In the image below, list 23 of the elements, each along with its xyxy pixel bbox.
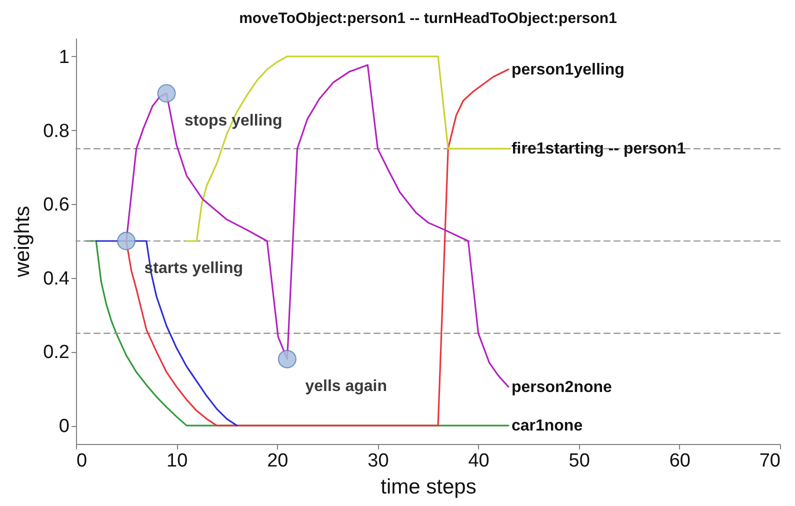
x-tick-label: 70 <box>759 450 780 472</box>
y-tick-label: 0.6 <box>43 194 70 216</box>
x-tick-label: 60 <box>669 450 690 472</box>
chart-title: moveToObject:person1 -- turnHeadToObject:person1 <box>239 10 617 27</box>
series-label: person2none <box>511 378 612 396</box>
series-label: car1none <box>511 418 583 435</box>
series-label: fire1starting -- person1 <box>511 140 686 158</box>
x-tick-label: 50 <box>568 450 590 472</box>
y-tick-label: 0.4 <box>43 268 70 290</box>
y-tick-label: 0.2 <box>43 342 70 364</box>
y-axis-title: weights <box>11 206 34 278</box>
y-tick-label: 1 <box>58 46 70 68</box>
x-tick-label: 30 <box>368 450 389 472</box>
annotation: yells again <box>305 378 388 396</box>
x-tick-label: 0 <box>76 450 88 472</box>
y-tick-label: 0.8 <box>43 120 70 142</box>
x-tick-label: 20 <box>267 450 288 472</box>
line-series <box>186 56 510 242</box>
x-tick-label: 40 <box>468 450 490 472</box>
series-label: person1yelling <box>511 61 624 78</box>
x-axis-title: time steps <box>380 476 476 498</box>
y-tick-label: 0 <box>58 416 70 438</box>
x-tick-label: 10 <box>166 450 188 472</box>
